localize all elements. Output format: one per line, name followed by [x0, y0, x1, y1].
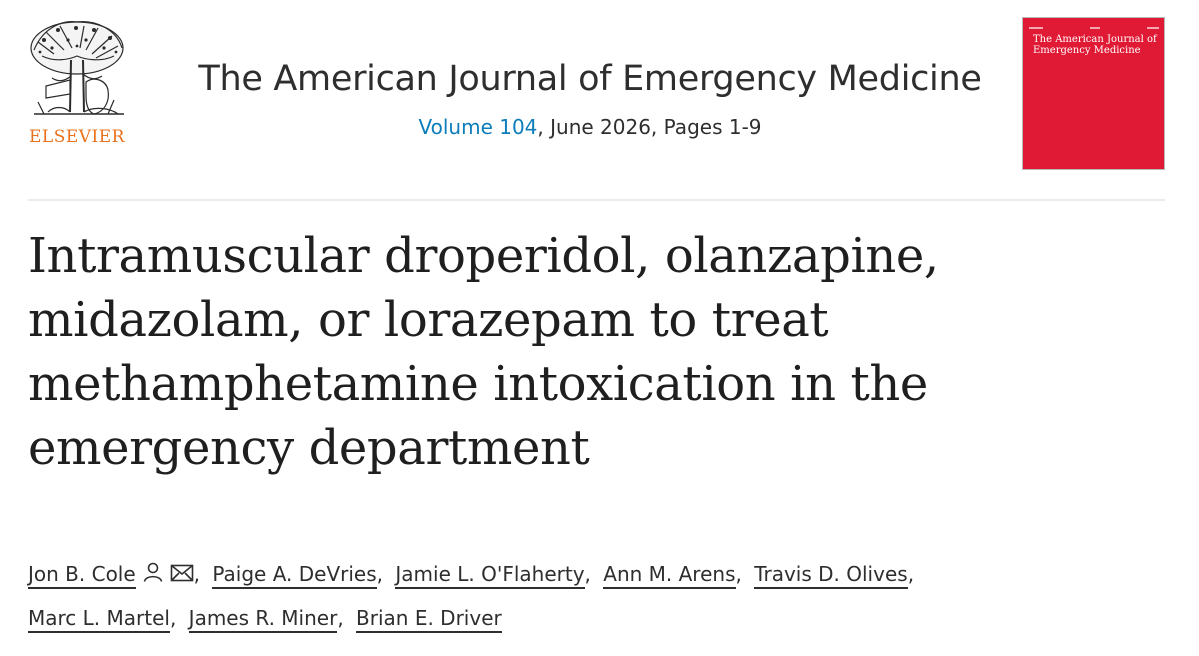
author-separator: ,	[337, 606, 344, 630]
elsevier-logo[interactable]: ELSEVIER	[24, 16, 130, 147]
article-title: Intramuscular droperidol, olanzapine, mi…	[28, 228, 939, 476]
author-entry: Jon B. Cole,	[28, 561, 206, 589]
author-link[interactable]: James R. Miner	[188, 606, 338, 633]
cover-header-rule	[1029, 24, 1159, 32]
author-entry: Paige A. DeVries,	[212, 562, 389, 589]
cover-title: The American Journal of Emergency Medici…	[1033, 34, 1157, 56]
issue-details: , June 2026, Pages 1-9	[537, 115, 762, 139]
author-entry: James R. Miner,	[188, 606, 350, 633]
header-divider	[28, 199, 1165, 201]
author-link[interactable]: Ann M. Arens	[603, 562, 736, 589]
author-link[interactable]: Marc L. Martel	[28, 606, 170, 633]
author-link[interactable]: Paige A. DeVries	[212, 562, 377, 589]
author-link[interactable]: Jamie L. O'Flaherty	[395, 562, 585, 589]
author-entry: Marc L. Martel,	[28, 606, 182, 633]
author-separator: ,	[584, 562, 591, 586]
volume-link[interactable]: Volume 104	[418, 115, 538, 139]
publisher-name: ELSEVIER	[29, 127, 125, 147]
author-separator: ,	[735, 562, 742, 586]
author-link[interactable]: Brian E. Driver	[356, 606, 502, 633]
article-header: ELSEVIER The American Journal of Emergen…	[0, 0, 1199, 200]
author-entry: Brian E. Driver	[356, 606, 502, 633]
author-separator: ,	[193, 562, 201, 586]
author-link[interactable]: Jon B. Cole	[28, 562, 136, 589]
journal-cover-thumbnail[interactable]: The American Journal of Emergency Medici…	[1022, 17, 1165, 170]
author-separator: ,	[169, 606, 177, 630]
author-entry: Ann M. Arens,	[603, 562, 748, 589]
journal-title[interactable]: The American Journal of Emergency Medici…	[198, 59, 982, 99]
elsevier-tree-logo-icon	[30, 21, 124, 115]
issue-info: Volume 104, June 2026, Pages 1-9	[150, 113, 1030, 141]
person-icon[interactable]	[142, 561, 164, 583]
author-link[interactable]: Travis D. Olives	[754, 562, 908, 589]
author-list: Jon B. Cole, Paige A. DeVries, Jamie L. …	[28, 552, 1148, 640]
author-entry: Jamie L. O'Flaherty,	[395, 562, 597, 589]
author-separator: ,	[907, 562, 915, 586]
author-entry: Travis D. Olives,	[754, 562, 920, 589]
envelope-icon[interactable]	[170, 563, 194, 583]
author-separator: ,	[376, 562, 384, 586]
